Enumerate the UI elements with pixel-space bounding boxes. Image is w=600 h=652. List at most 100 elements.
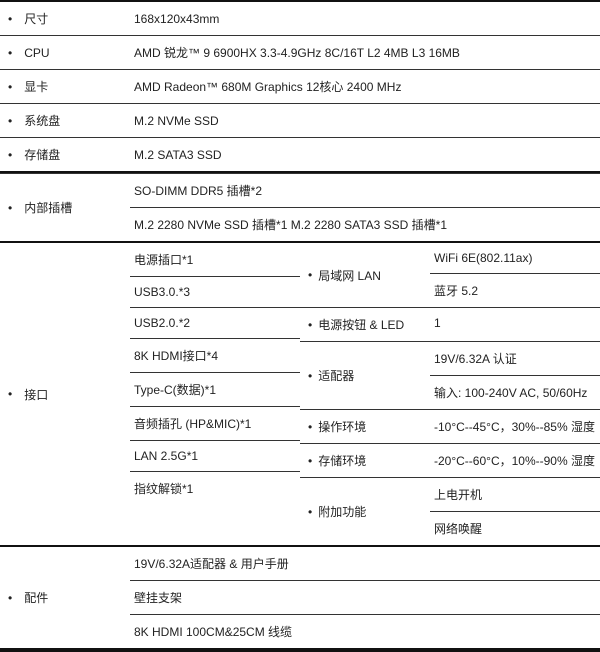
value-text: Type-C(数据)*1 <box>134 381 216 398</box>
spec-row: 存储盘 M.2 SATA3 SSD <box>0 137 600 173</box>
specs-table: 尺寸 168x120x43mm CPUAMD 锐龙™ 9 6900HX 3.3-4.… <box>0 0 600 652</box>
interface-item: Type-C(数据)*1 <box>130 372 300 406</box>
interface-right-label: 局域网 LAN <box>300 243 430 307</box>
spec-value: M.2 SATA3 SSD <box>130 138 600 171</box>
bullet-icon <box>8 148 18 162</box>
interface-item: 8K HDMI接口*4 <box>130 338 300 372</box>
interface-right-values: 上电开机网络唤醒 <box>430 477 600 545</box>
interface-right-value: 输入: 100-240V AC, 50/60Hz <box>430 375 600 409</box>
bullet-icon <box>308 420 318 434</box>
interface-right-values: WiFi 6E(802.11ax) 蓝牙 5.2 <box>430 243 600 307</box>
interface-right-values: -20°C--60°C，10%--90% 湿度 <box>430 443 600 477</box>
bottom-border <box>0 648 600 652</box>
interface-item: 指纹解锁*1 <box>130 471 300 505</box>
interfaces-right-col: 局域网 LAN WiFi 6E(802.11ax) 蓝牙 5.2 电源按钮 & LED… <box>300 243 600 545</box>
value-text: WiFi 6E(802.11ax) <box>434 251 532 265</box>
spec-row: 系统盘 M.2 NVMe SSD <box>0 103 600 137</box>
interface-right-value: 蓝牙 5.2 <box>430 273 600 307</box>
value-text: 蓝牙 5.2 <box>434 284 478 298</box>
value-text: 电源插口*1 <box>134 251 193 268</box>
value-text: LAN 2.5G*1 <box>134 449 198 463</box>
spec-row: 显卡 AMD Radeon™ 680M Graphics 12核心 2400 MH… <box>0 69 600 103</box>
label-text: 系统盘 <box>24 112 60 129</box>
label-text: 存储环境 <box>318 452 366 469</box>
interface-right-value: 1 <box>430 307 600 338</box>
accessories-values: 19V/6.32A适配器 & 用户手册壁挂支架 8K HDMI 100CM&25C… <box>130 547 600 648</box>
interface-right-value: 网络唤醒 <box>430 511 600 545</box>
label-text: 适配器 <box>318 367 354 384</box>
interface-right-block: 局域网 LAN WiFi 6E(802.11ax) 蓝牙 5.2 <box>300 243 600 307</box>
bullet-icon <box>308 318 318 332</box>
spec-label: 存储盘 <box>0 138 130 171</box>
interface-right-label: 存储环境 <box>300 443 430 477</box>
value-text: USB2.0.*2 <box>134 316 190 330</box>
interface-right-block: 电源按钮 & LED 1 <box>300 307 600 341</box>
bullet-icon <box>8 12 18 26</box>
interface-item: LAN 2.5G*1 <box>130 440 300 471</box>
value-text: 168x120x43mm <box>134 12 219 26</box>
simple-rows: 尺寸 168x120x43mm CPUAMD 锐龙™ 9 6900HX 3.3-4.… <box>0 0 600 173</box>
interfaces-left-col: 电源插口*1 USB3.0.*3 USB2.0.*2 8K HDMI接口*4 Type-… <box>130 243 300 545</box>
value-text: 19V/6.32A适配器 & 用户手册 <box>134 555 289 572</box>
spec-value: M.2 NVMe SSD <box>130 104 600 137</box>
value-text: 8K HDMI接口*4 <box>134 347 218 364</box>
label-interfaces: 接口 <box>0 243 130 545</box>
spec-value: AMD Radeon™ 680M Graphics 12核心 2400 MHz <box>130 70 600 103</box>
value-text: USB3.0.*3 <box>134 285 190 299</box>
value-text: 输入: 100-240V AC, 50/60Hz <box>434 386 587 400</box>
interface-right-value: 19V/6.32A 认证 <box>430 341 600 375</box>
label-text: 附加功能 <box>318 503 366 520</box>
spec-value: AMD 锐龙™ 9 6900HX 3.3-4.9GHz 8C/16T L2 4M… <box>130 36 600 69</box>
value-text: 上电开机 <box>434 488 482 502</box>
interface-item: 电源插口*1 <box>130 243 300 276</box>
spec-row: CPUAMD 锐龙™ 9 6900HX 3.3-4.9GHz 8C/16T L2… <box>0 35 600 69</box>
value-text: 网络唤醒 <box>434 522 482 536</box>
bullet-icon <box>308 268 318 282</box>
label-text: 电源按钮 & LED <box>318 316 404 333</box>
label-text: 内部插槽 <box>24 199 72 216</box>
interface-right-value: -10°C--45°C，30%--85% 湿度 <box>430 409 600 443</box>
value-text: 1 <box>434 316 441 330</box>
accessory-line: 壁挂支架 <box>130 580 600 614</box>
value-text: 指纹解锁*1 <box>134 480 193 497</box>
internal-slot-line: SO-DIMM DDR5 插槽*2 <box>130 174 600 207</box>
interface-right-value: -20°C--60°C，10%--90% 湿度 <box>430 443 600 477</box>
bullet-icon <box>8 46 18 60</box>
interface-right-value: WiFi 6E(802.11ax) <box>430 243 600 273</box>
bullet-icon <box>8 80 18 94</box>
bullet-icon <box>8 201 18 215</box>
value-text: 8K HDMI 100CM&25CM 线缆 <box>134 623 292 640</box>
row-internal-slots: 内部插槽 SO-DIMM DDR5 插槽*2 M.2 2280 NVMe SSD … <box>0 173 600 241</box>
interface-right-label: 适配器 <box>300 341 430 409</box>
value-text: 19V/6.32A 认证 <box>434 352 517 366</box>
spec-label: 系统盘 <box>0 104 130 137</box>
label-text: 尺寸 <box>24 10 48 27</box>
value-text: -10°C--45°C，30%--85% 湿度 <box>434 420 595 434</box>
interface-right-values: 1 <box>430 307 600 341</box>
label-accessories: 配件 <box>0 547 130 648</box>
bullet-icon <box>308 454 318 468</box>
value-text: M.2 NVMe SSD <box>134 114 219 128</box>
value-text: 音频插孔 (HP&MIC)*1 <box>134 415 251 432</box>
row-accessories: 配件 19V/6.32A适配器 & 用户手册壁挂支架 8K HDMI 100CM&… <box>0 545 600 648</box>
label-text: 配件 <box>24 589 48 606</box>
label-text: 接口 <box>24 386 48 403</box>
value-text: AMD 锐龙™ 9 6900HX 3.3-4.9GHz 8C/16T L2 4M… <box>134 44 460 61</box>
value-text: M.2 SATA3 SSD <box>134 148 222 162</box>
bullet-icon <box>308 505 318 519</box>
label-text: 操作环境 <box>318 418 366 435</box>
interface-right-block: 存储环境 -20°C--60°C，10%--90% 湿度 <box>300 443 600 477</box>
bullet-icon <box>308 369 318 383</box>
interface-right-block: 操作环境 -10°C--45°C，30%--85% 湿度 <box>300 409 600 443</box>
interface-right-value: 上电开机 <box>430 477 600 511</box>
label-text: 局域网 LAN <box>318 267 381 284</box>
interface-right-block: 适配器 19V/6.32A 认证输入: 100-240V AC, 50/60Hz <box>300 341 600 409</box>
row-interfaces: 接口 电源插口*1 USB3.0.*3 USB2.0.*2 8K HDMI接口*4 Ty… <box>0 241 600 545</box>
interface-right-label: 电源按钮 & LED <box>300 307 430 341</box>
interface-right-label: 附加功能 <box>300 477 430 545</box>
value-text: M.2 2280 NVMe SSD 插槽*1 M.2 2280 SATA3 SS… <box>134 216 447 233</box>
interface-right-block: 附加功能 上电开机网络唤醒 <box>300 477 600 545</box>
label-text: 显卡 <box>24 78 48 95</box>
internal-slots-values: SO-DIMM DDR5 插槽*2 M.2 2280 NVMe SSD 插槽*1 … <box>130 174 600 241</box>
accessory-line: 19V/6.32A适配器 & 用户手册 <box>130 547 600 580</box>
